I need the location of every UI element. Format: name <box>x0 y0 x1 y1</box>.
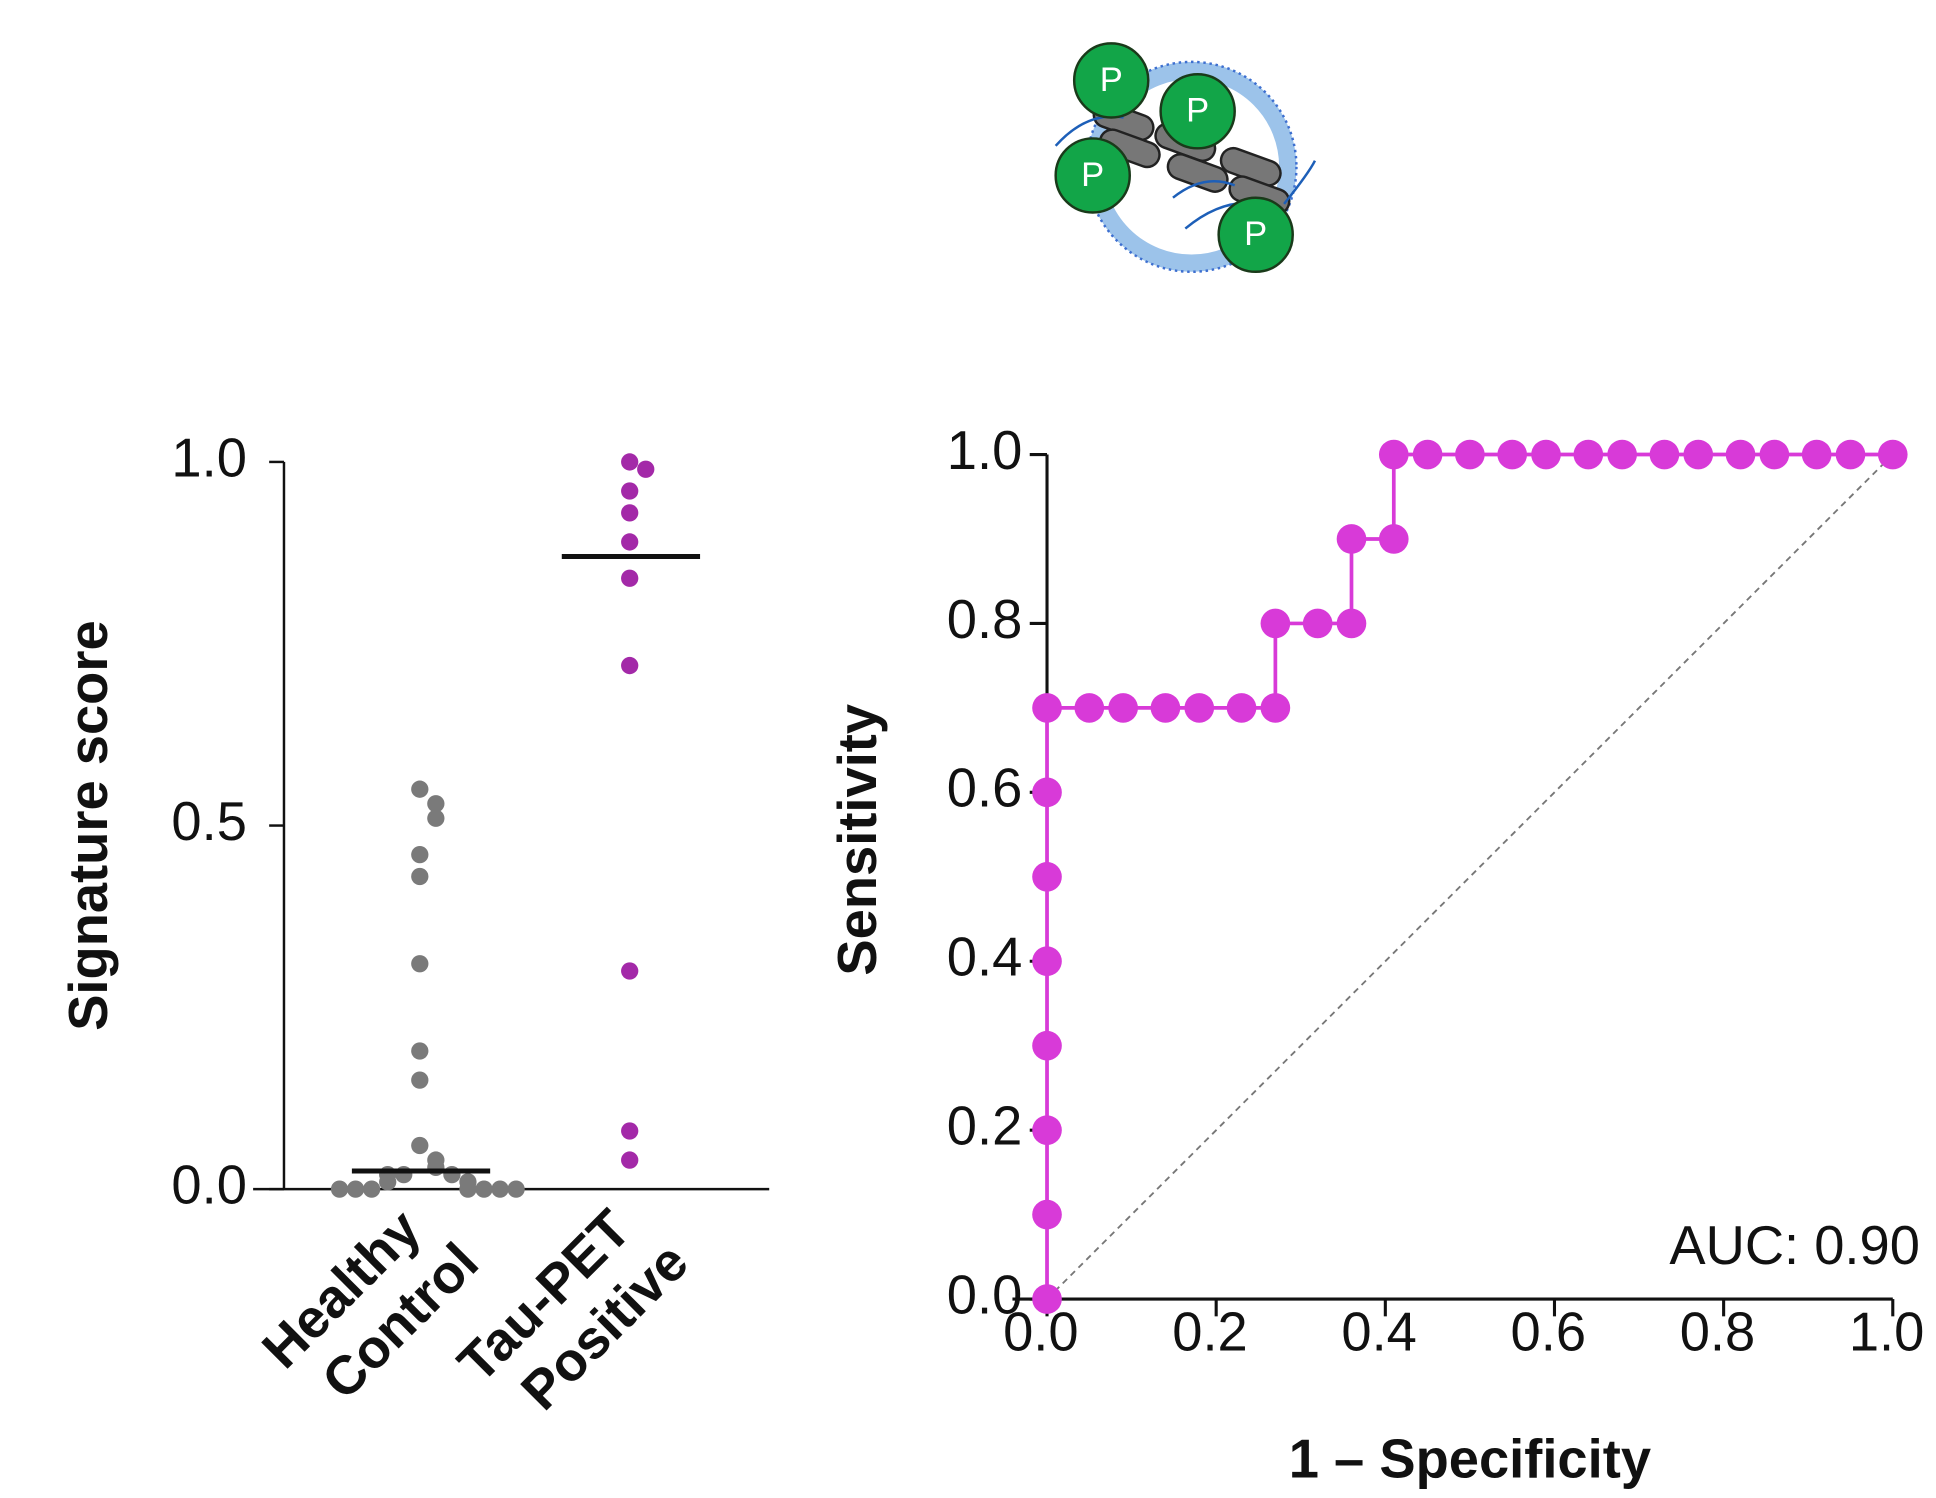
roc-point <box>1108 693 1138 723</box>
y-tick-label: 0.4 <box>947 927 1023 988</box>
roc-point <box>1226 693 1257 723</box>
y-tick-label: 0.2 <box>947 1095 1023 1156</box>
roc-point <box>1497 439 1528 470</box>
data-point <box>411 780 429 798</box>
roc-point <box>1184 693 1215 723</box>
data-point <box>637 460 655 478</box>
y-tick-label: 0.5 <box>171 791 247 852</box>
roc-point <box>1032 1199 1062 1230</box>
roc-point <box>1607 439 1637 470</box>
y-axis-title: Sensitivity <box>827 704 888 976</box>
annotation: AUC: 0.90 <box>1669 1215 1920 1276</box>
roc-point <box>1801 439 1832 470</box>
roc-point <box>1032 861 1062 892</box>
roc-point <box>1378 524 1409 554</box>
strands <box>1054 115 1317 230</box>
y-tick-label: 1.0 <box>947 420 1023 481</box>
data-point <box>411 1071 429 1089</box>
y-tick-label: 0.0 <box>947 1264 1023 1325</box>
x-tick-label: 0.8 <box>1680 1301 1756 1362</box>
roc-point <box>1032 1030 1062 1061</box>
roc-point <box>1683 439 1714 470</box>
data-point <box>621 569 639 587</box>
phospho <box>1054 137 1131 214</box>
data-point <box>491 1180 509 1198</box>
data-point <box>621 453 639 471</box>
roc-point <box>1150 693 1181 723</box>
x-tick-label: 0.6 <box>1511 1301 1587 1362</box>
x-tick-label: 1.0 <box>1849 1301 1925 1362</box>
roc-point <box>1649 439 1680 470</box>
phospho-label: P <box>1100 61 1123 99</box>
x-tick-label: 0.2 <box>1172 1301 1248 1362</box>
y-axis-title: Signature score <box>58 620 119 1031</box>
roc-point <box>1032 1284 1062 1314</box>
x-tick-label: 0.4 <box>1341 1301 1417 1362</box>
roc-point <box>1378 439 1409 470</box>
roc-point <box>1759 439 1790 470</box>
phospho <box>1159 73 1236 150</box>
roc-point <box>1260 693 1291 723</box>
data-point <box>621 962 639 980</box>
strand <box>1283 160 1317 205</box>
data-point <box>621 504 639 522</box>
roc-point <box>1032 693 1062 723</box>
roc-point <box>1531 439 1561 470</box>
roc-point <box>1835 439 1866 470</box>
data-point <box>411 845 429 864</box>
data-point <box>621 1151 639 1169</box>
y-tick-label: 0.0 <box>171 1155 247 1216</box>
data-point <box>621 533 639 551</box>
roc-point <box>1302 608 1333 639</box>
roc-point <box>1573 439 1604 470</box>
strand <box>1172 180 1236 199</box>
data-point <box>411 955 429 973</box>
roc-point <box>1336 608 1367 639</box>
roc-point <box>1877 439 1908 470</box>
x-axis-title: 1 – Specificity <box>1289 1429 1651 1490</box>
phospho <box>1072 42 1150 119</box>
roc-point <box>1074 693 1105 723</box>
reference-diagonal <box>1046 453 1894 1300</box>
data-point <box>459 1180 477 1198</box>
roc-point <box>1725 439 1756 470</box>
roc-point <box>1412 439 1443 470</box>
phospho-groups <box>1054 42 1294 274</box>
data-point <box>411 1042 429 1060</box>
data-point <box>411 1136 429 1155</box>
data-point <box>379 1173 397 1191</box>
illustration: P P P P <box>1054 42 1317 274</box>
phospho-label: P <box>1244 215 1267 253</box>
data-point <box>475 1180 493 1198</box>
data-point <box>411 867 429 886</box>
data-point <box>427 795 445 813</box>
y-tick-label: 1.0 <box>171 427 247 488</box>
y-tick-label: 0.8 <box>947 589 1023 650</box>
data-point <box>363 1180 381 1198</box>
data-point <box>330 1180 349 1198</box>
data-point <box>346 1180 365 1198</box>
roc-point <box>1032 1115 1062 1145</box>
phospho <box>1217 196 1294 274</box>
roc-point <box>1455 439 1485 470</box>
data-point <box>507 1180 525 1198</box>
roc-point <box>1336 524 1367 554</box>
data-point <box>621 482 639 500</box>
roc-point <box>1032 777 1062 808</box>
phospho-label: P <box>1081 156 1104 194</box>
data-point <box>621 656 639 675</box>
y-tick-label: 0.6 <box>947 758 1023 819</box>
phospho-label: P <box>1186 92 1209 130</box>
roc-point <box>1260 608 1291 639</box>
data-point <box>427 809 445 827</box>
data-point <box>621 1122 639 1140</box>
roc-point <box>1032 946 1062 977</box>
